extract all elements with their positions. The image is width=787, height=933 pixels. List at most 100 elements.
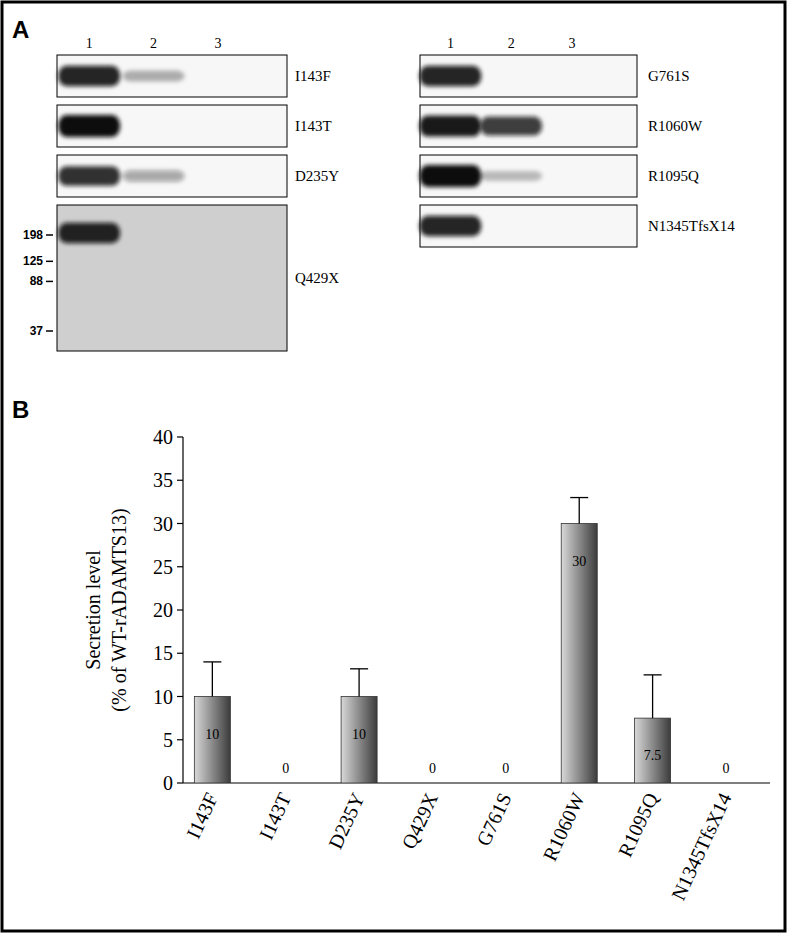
x-tick-label: D235Y [324,789,369,852]
blot: D235Y [57,155,339,197]
y-tick [177,609,183,610]
bar [488,783,524,784]
figure: A123123I143FI143TD235YQ429X1981258837G76… [0,0,787,933]
error-stem [652,675,653,718]
x-axis [183,782,770,783]
blot-label: Q429X [295,270,339,286]
y-tick [177,523,183,524]
error-bar [570,498,588,524]
data-label: 0 [429,761,436,776]
marker-label: 37 [30,324,44,338]
y-tick [177,739,183,740]
y-tick [177,480,183,481]
x-tick-label: R1060W [538,789,589,864]
bar [268,783,304,784]
data-label: 0 [282,761,289,776]
blot-label: G761S [648,68,690,84]
blot-label: R1095Q [648,168,699,184]
y-tick-label: 40 [153,426,173,448]
blot-frame [420,105,637,147]
error-stem [358,669,359,697]
y-tick [177,696,183,697]
error-stem [212,662,213,697]
y-tick-label: 0 [163,772,173,794]
blot-label: R1060W [648,118,703,134]
y-tick [177,653,183,654]
band [123,123,185,129]
blot-frame [57,105,287,147]
blot: N1345TfsX14 [419,205,735,247]
y-tick [177,566,183,567]
blot: G761S [419,55,689,97]
band [123,170,185,182]
y-tick-label: 35 [153,469,173,491]
blot: I143T [57,105,332,147]
blot: Q429X1981258837 [23,205,339,351]
band [541,173,603,179]
bar [414,783,450,784]
band [123,71,185,82]
y-tick-label: 20 [153,599,173,621]
band [187,173,249,179]
blot-label: I143T [295,118,332,134]
band [419,66,481,86]
marker-tick [46,330,53,332]
error-cap [570,497,588,498]
error-stem [579,498,580,524]
marker-label: 88 [30,274,44,288]
band [541,123,603,129]
data-label: 0 [502,761,509,776]
data-label: 0 [722,761,729,776]
blot-label: N1345TfsX14 [648,218,735,234]
band [58,166,120,186]
error-cap [350,668,368,669]
band [419,165,481,187]
blot: I143F [57,55,331,97]
error-bar [203,662,221,697]
y-tick-label: 25 [153,556,173,578]
x-tick-label: G761S [472,789,515,849]
marker-label: 125 [23,254,43,268]
x-tick-label: R1095Q [614,789,663,860]
band [187,73,249,79]
x-tick-label: I143T [255,789,296,843]
y-tick-label: 15 [153,642,173,664]
lane-label: 2 [508,36,515,51]
marker-tick [46,261,53,263]
error-cap [203,661,221,662]
band [480,171,542,181]
y-tick-label: 10 [153,686,173,708]
error-bar [644,675,662,718]
bar [341,697,377,784]
band [58,223,120,243]
band [58,66,120,86]
band [480,117,542,136]
band [123,230,185,236]
band [187,123,249,129]
marker-tick [46,281,53,283]
x-tick-label: N1345TfsX14 [667,789,736,903]
lane-label: 1 [447,36,454,51]
x-tick-label: I143F [182,789,222,842]
blot-label: D235Y [295,168,339,184]
band [419,216,481,236]
bar [635,718,671,783]
frame [2,2,785,931]
bar [708,783,744,784]
blot: R1095Q [419,155,699,197]
error-cap [644,674,662,675]
band [58,115,120,137]
band [480,73,542,79]
data-label: 30 [572,554,586,569]
marker-tick [46,234,53,236]
blot-label: I143F [295,68,331,84]
x-tick-label: Q429X [397,789,442,852]
y-tick [177,782,183,783]
blot-frame [420,205,637,247]
band [480,223,542,229]
y-tick-label: 30 [153,513,173,535]
y-axis-label: Secretion level [82,550,104,670]
band [541,223,603,229]
lane-label: 2 [150,36,157,51]
y-tick [177,436,183,437]
